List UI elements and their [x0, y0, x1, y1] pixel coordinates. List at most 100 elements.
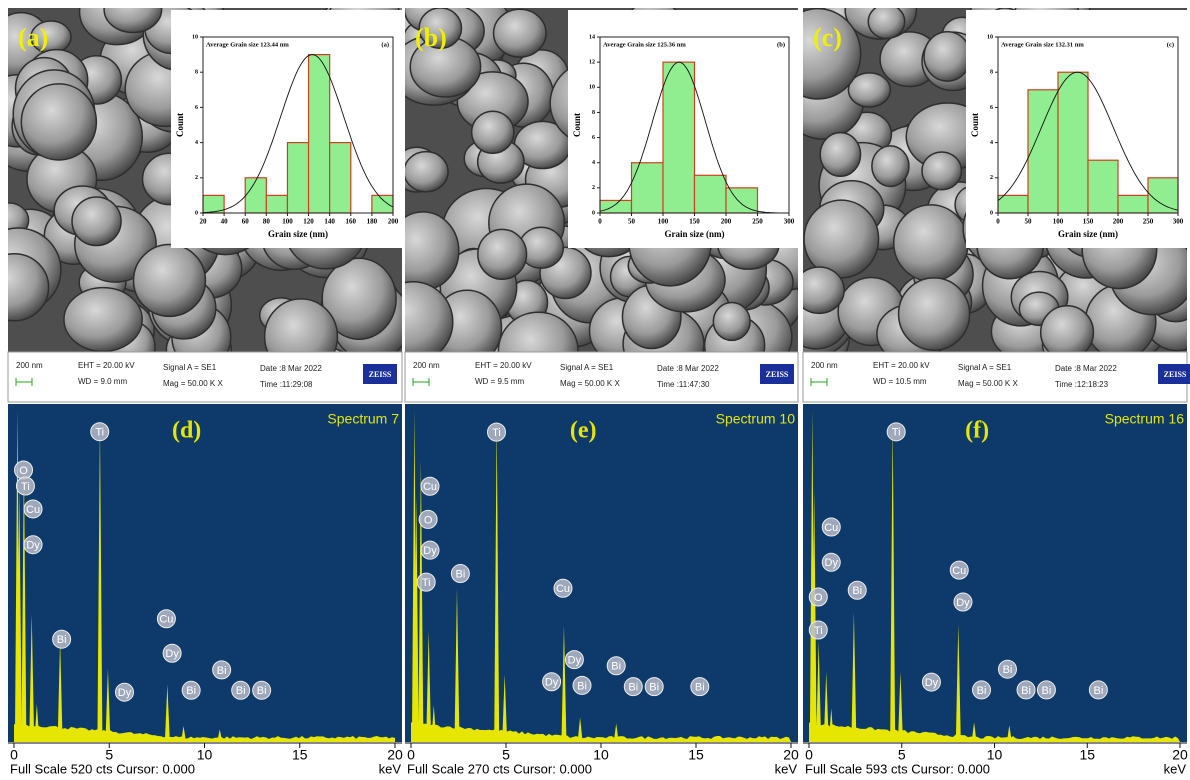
chart-title: Average Grain size 125.36 nm	[603, 41, 686, 48]
info-signal: Signal A = SE1	[560, 363, 614, 372]
y-tick-label: 2	[195, 175, 198, 181]
bar	[1058, 72, 1088, 213]
peak-label: Bi	[57, 634, 67, 646]
x-tick-label: 200	[1113, 218, 1124, 226]
x-tick-label: 5	[502, 747, 510, 763]
peak-label: Bi	[852, 585, 862, 597]
panel-label: (a)	[18, 23, 48, 52]
x-tick-label: 300	[784, 218, 795, 226]
peak-label: Bi	[695, 682, 705, 694]
x-tick-label: 160	[346, 218, 357, 226]
grain	[404, 152, 448, 192]
x-tick-label: 50	[1025, 218, 1033, 226]
info-wd: WD = 10.5 mm	[873, 377, 927, 386]
peak-label: Ti	[21, 481, 30, 493]
grain	[494, 9, 547, 57]
peak-label: Bi	[1093, 685, 1103, 697]
grain	[713, 303, 750, 341]
peak-label: Dy	[545, 677, 559, 689]
info-scale: 200 nm	[811, 361, 838, 370]
info-time: Time :11:29:08	[260, 380, 313, 389]
grain	[804, 200, 879, 278]
x-tick-label: 10	[593, 747, 609, 763]
peak-label: Ti	[95, 427, 104, 439]
peak-label: Dy	[825, 557, 839, 569]
x-tick-label: 10	[197, 747, 213, 763]
x-tick-label: 5	[898, 747, 906, 763]
peak-label: Bi	[977, 685, 987, 697]
y-tick-label: 4	[592, 160, 595, 166]
peak-label: O	[19, 465, 28, 477]
grain	[922, 152, 961, 190]
peak-label: Bi	[1003, 664, 1013, 676]
bar	[1148, 178, 1178, 213]
grain	[820, 133, 860, 177]
info-wd: WD = 9.5 mm	[475, 377, 524, 386]
peak-label: Bi	[217, 665, 227, 677]
info-scale: 200 nm	[413, 361, 440, 370]
info-signal: Signal A = SE1	[163, 363, 217, 372]
peak-label: Cu	[556, 583, 570, 595]
x-tick-label: 100	[282, 218, 293, 226]
grain	[899, 278, 970, 350]
y-tick-label: 6	[195, 105, 198, 111]
info-date: Date :8 Mar 2022	[1055, 364, 1117, 373]
footer: Full Scale 593 cts Cursor: 0.000	[805, 761, 990, 776]
bar	[266, 195, 287, 213]
x-tick-label: 100	[658, 218, 669, 226]
peak-label: Cu	[26, 504, 40, 516]
x-axis-label: Grain size (nm)	[1058, 229, 1118, 239]
bar	[600, 200, 632, 213]
x-tick-label: 100	[1053, 218, 1064, 226]
y-tick-label: 2	[592, 185, 595, 191]
peak-label: Cu	[159, 614, 173, 626]
peak-label: Ti	[422, 577, 431, 589]
y-tick-label: 0	[195, 210, 198, 216]
x-tick-label: 250	[752, 218, 763, 226]
peak-label: Bi	[577, 680, 587, 692]
x-tick-label: 50	[628, 218, 636, 226]
figure: (a)200 nmEHT = 20.00 kVWD = 9.0 mmSignal…	[0, 0, 1190, 780]
info-eht: EHT = 20.00 kV	[475, 361, 532, 370]
grain	[21, 84, 96, 160]
peak-label: Bi	[257, 685, 267, 697]
y-tick-label: 8	[195, 70, 198, 76]
chart-title: Spectrum 7	[327, 411, 399, 427]
info-scale: 200 nm	[16, 361, 43, 370]
chart-title: Spectrum 10	[716, 411, 796, 427]
info-mag: Mag = 50.00 K X	[560, 379, 620, 388]
chart-title: Average Grain size 123.44 nm	[206, 41, 289, 48]
x-tick-label: 140	[324, 218, 335, 226]
y-axis-label: Count	[970, 113, 980, 137]
peak-label: Ti	[892, 427, 901, 439]
peak-label: Dy	[165, 648, 179, 660]
chart-tag: (d)	[172, 418, 201, 444]
bar	[372, 195, 393, 213]
y-axis-label: Count	[572, 113, 582, 137]
bar	[663, 62, 695, 213]
x-tick-label: 180	[367, 218, 378, 226]
peak-label: Cu	[824, 522, 838, 534]
bar	[632, 163, 664, 213]
peak-label: Bi	[236, 685, 246, 697]
peak-label: Bi	[1021, 685, 1031, 697]
chart-tag: (c)	[1167, 41, 1174, 48]
y-tick-label: 14	[589, 34, 595, 40]
x-tick-label: 40	[221, 218, 229, 226]
x-tick-label: 20	[387, 747, 403, 763]
y-tick-label: 8	[592, 110, 595, 116]
peak-label: Bi	[649, 682, 659, 694]
info-eht: EHT = 20.00 kV	[873, 361, 930, 370]
y-tick-label: 10	[589, 85, 595, 91]
info-date: Date :8 Mar 2022	[657, 364, 719, 373]
x-tick-label: 20	[783, 747, 799, 763]
x-axis-label: keV	[379, 761, 402, 776]
x-tick-label: 0	[805, 747, 813, 763]
x-tick-label: 15	[688, 747, 704, 763]
peak-label: Bi	[1042, 685, 1052, 697]
y-tick-label: 10	[192, 34, 198, 40]
info-mag: Mag = 50.00 K X	[163, 379, 223, 388]
y-axis-label: Count	[175, 113, 185, 137]
bar	[695, 175, 727, 213]
y-tick-label: 0	[592, 210, 595, 216]
